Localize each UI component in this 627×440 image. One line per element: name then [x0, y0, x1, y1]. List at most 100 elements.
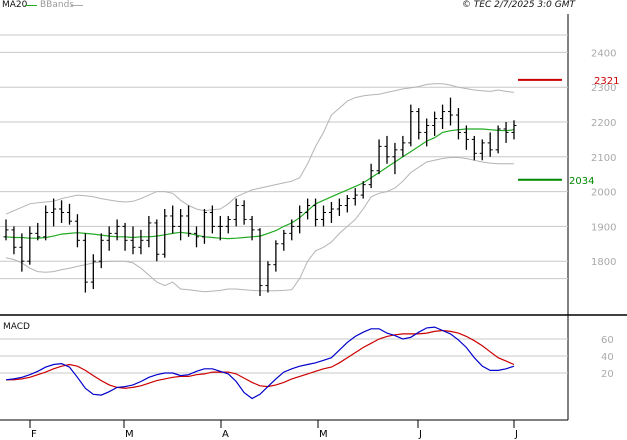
ohlc-bar: [217, 215, 223, 241]
bbands-upper-line: [5, 83, 515, 215]
timestamp-label: © TEC 2/7/2025 3:0 GMT: [461, 0, 575, 10]
ohlc-bar: [408, 104, 414, 147]
macd-signal-line: [6, 329, 515, 389]
ohlc-bar: [313, 198, 319, 227]
ohlc-bar: [106, 226, 112, 251]
ohlc-bar: [194, 226, 199, 248]
ohlc-bar: [328, 202, 334, 223]
ohlc-bar: [511, 120, 517, 140]
ohlc-bar: [360, 181, 366, 199]
ohlc-bar: [321, 205, 326, 227]
ohlc-bar: [281, 229, 287, 251]
ohlc-bar: [35, 222, 41, 241]
ohlc-bar: [463, 125, 469, 150]
ohlc-bar: [67, 203, 72, 225]
support-resistance-levels: 2321 2034: [518, 76, 619, 187]
bbands-legend-swatch: [71, 5, 83, 6]
macd-tick-label: 40: [601, 352, 614, 363]
ohlc-bar: [448, 97, 453, 126]
ohlc-bar: [297, 205, 303, 234]
ohlc-bar: [11, 226, 17, 255]
ohlc-bars: [3, 97, 517, 296]
month-tick-label: A: [222, 429, 229, 440]
ohlc-bar: [201, 209, 207, 244]
ma-legend-swatch: [25, 5, 37, 6]
ohlc-bar: [384, 135, 390, 164]
price-tick-label: 2300: [591, 83, 616, 94]
ohlc-bar: [43, 205, 49, 241]
ohlc-bar: [3, 219, 9, 241]
ohlc-bar: [186, 205, 192, 237]
price-tick-label: 2200: [591, 118, 616, 129]
ohlc-bar: [138, 229, 144, 255]
month-tick-label: M: [319, 429, 328, 440]
macd-tick-label: 20: [601, 369, 614, 380]
ohlc-bar: [352, 188, 358, 206]
bbands-legend-label: BBands: [40, 0, 74, 10]
ohlc-bar: [479, 139, 485, 161]
ohlc-bar: [74, 214, 80, 248]
ohlc-bar: [265, 261, 271, 293]
ohlc-bar: [487, 132, 493, 157]
ohlc-bar: [130, 226, 136, 255]
ohlc-bar: [162, 209, 168, 258]
price-tick-label: 2000: [591, 188, 616, 199]
ohlc-bar: [241, 200, 247, 225]
resistance-level-label: 2321: [594, 76, 619, 87]
ohlc-bar: [257, 228, 263, 296]
ohlc-bar: [98, 233, 104, 269]
ma-legend-label: MA20: [2, 0, 28, 10]
grid-lines: [0, 34, 568, 374]
ohlc-bar: [51, 198, 57, 227]
ohlc-bar: [336, 198, 342, 216]
ohlc-bar: [416, 108, 422, 140]
ohlc-bar: [424, 118, 430, 147]
ohlc-bar: [289, 219, 295, 241]
ohlc-bar: [376, 139, 382, 175]
ohlc-bar: [19, 233, 25, 272]
ohlc-bar: [471, 135, 477, 161]
axis-labels: 1800 1900 2000 2100 2200 2300 2400 20 40 60 F M A M J J: [29, 48, 616, 440]
ohlc-bar: [233, 198, 239, 227]
panel-frames: [0, 14, 627, 421]
macd-tick-label: 60: [601, 335, 614, 346]
ohlc-bar: [82, 233, 88, 293]
ohlc-bar: [154, 219, 160, 262]
ohlc-bar: [273, 240, 279, 272]
ohlc-bar: [400, 135, 406, 157]
ohlc-bar: [305, 198, 311, 220]
ohlc-bar: [455, 108, 461, 140]
macd-layer: [5, 326, 515, 400]
support-level-label: 2034: [569, 176, 594, 187]
price-tick-label: 2100: [591, 153, 616, 164]
ohlc-bar: [27, 226, 33, 265]
ohlc-bar: [495, 125, 501, 154]
ohlc-bar: [146, 215, 152, 248]
ohlc-bar: [440, 104, 446, 129]
price-tick-label: 1800: [591, 257, 616, 268]
ohlc-bar: [90, 254, 96, 290]
ohlc-bar: [392, 142, 398, 175]
ohlc-bar: [503, 122, 509, 143]
ohlc-bar: [209, 205, 215, 234]
month-tick-label: M: [125, 429, 134, 440]
ohlc-bar: [249, 215, 255, 241]
ma-layer: [5, 128, 515, 240]
month-tick-label: F: [31, 429, 37, 440]
ohlc-bar: [344, 195, 350, 213]
ma20-line: [5, 128, 515, 240]
ohlc-bar: [122, 222, 128, 251]
month-tick-label: J: [418, 429, 422, 440]
ohlc-bar: [170, 205, 176, 234]
ohlc-bar: [225, 215, 231, 234]
ohlc-bar: [59, 200, 65, 223]
macd-panel-title: MACD: [3, 322, 30, 332]
ohlc-bar: [178, 209, 184, 241]
macd-line: [5, 326, 515, 400]
ohlc-bar: [368, 163, 374, 189]
ohlc-bar: [114, 219, 120, 241]
month-tick-label: J: [514, 429, 518, 440]
price-tick-label: 2400: [591, 48, 616, 59]
